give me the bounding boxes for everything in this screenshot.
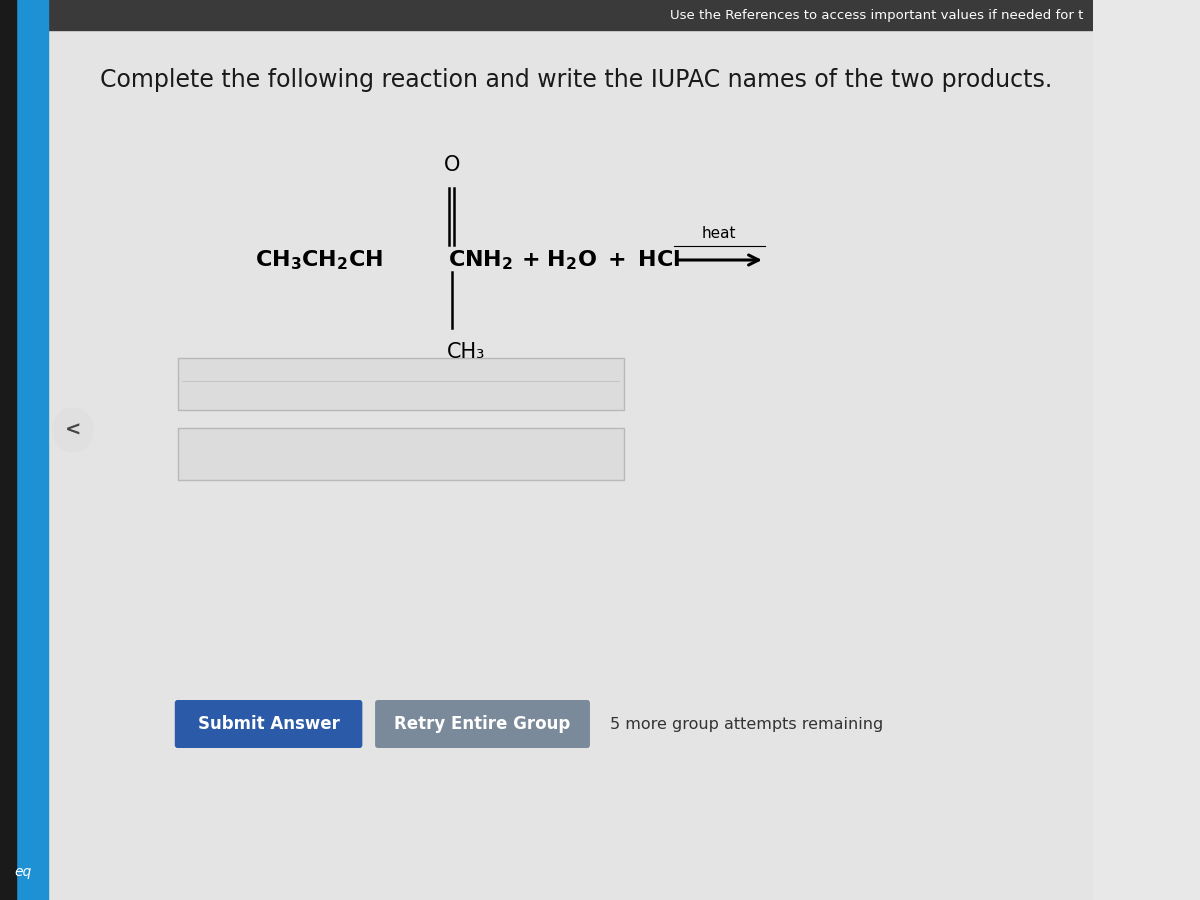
Text: Use the References to access important values if needed for t: Use the References to access important v… (670, 8, 1084, 22)
Bar (0, 0, 17, 900)
Text: Complete the following reaction and write the IUPAC names of the two products.: Complete the following reaction and writ… (100, 68, 1052, 92)
Text: Retry Entire Group: Retry Entire Group (395, 715, 571, 733)
FancyBboxPatch shape (376, 700, 590, 748)
Text: $\mathbf{CNH_2}$: $\mathbf{CNH_2}$ (448, 248, 514, 272)
Bar (0, 0, 1092, 30)
Circle shape (53, 408, 92, 452)
Text: Submit Answer: Submit Answer (198, 715, 340, 733)
Bar (178, 428, 624, 480)
FancyBboxPatch shape (175, 700, 362, 748)
Text: $\mathbf{+\ H_2O\ +\ HCl}$: $\mathbf{+\ H_2O\ +\ HCl}$ (521, 248, 680, 272)
Text: heat: heat (702, 227, 737, 241)
Text: O: O (443, 155, 460, 175)
Bar (17, 0, 48, 900)
Text: <: < (65, 420, 82, 439)
Text: CH₃: CH₃ (448, 342, 485, 362)
Text: 5 more group attempts remaining: 5 more group attempts remaining (610, 716, 883, 732)
Text: $\mathbf{CH_3CH_2CH}$: $\mathbf{CH_3CH_2CH}$ (254, 248, 383, 272)
Bar (178, 358, 624, 410)
Text: eq: eq (14, 865, 32, 879)
